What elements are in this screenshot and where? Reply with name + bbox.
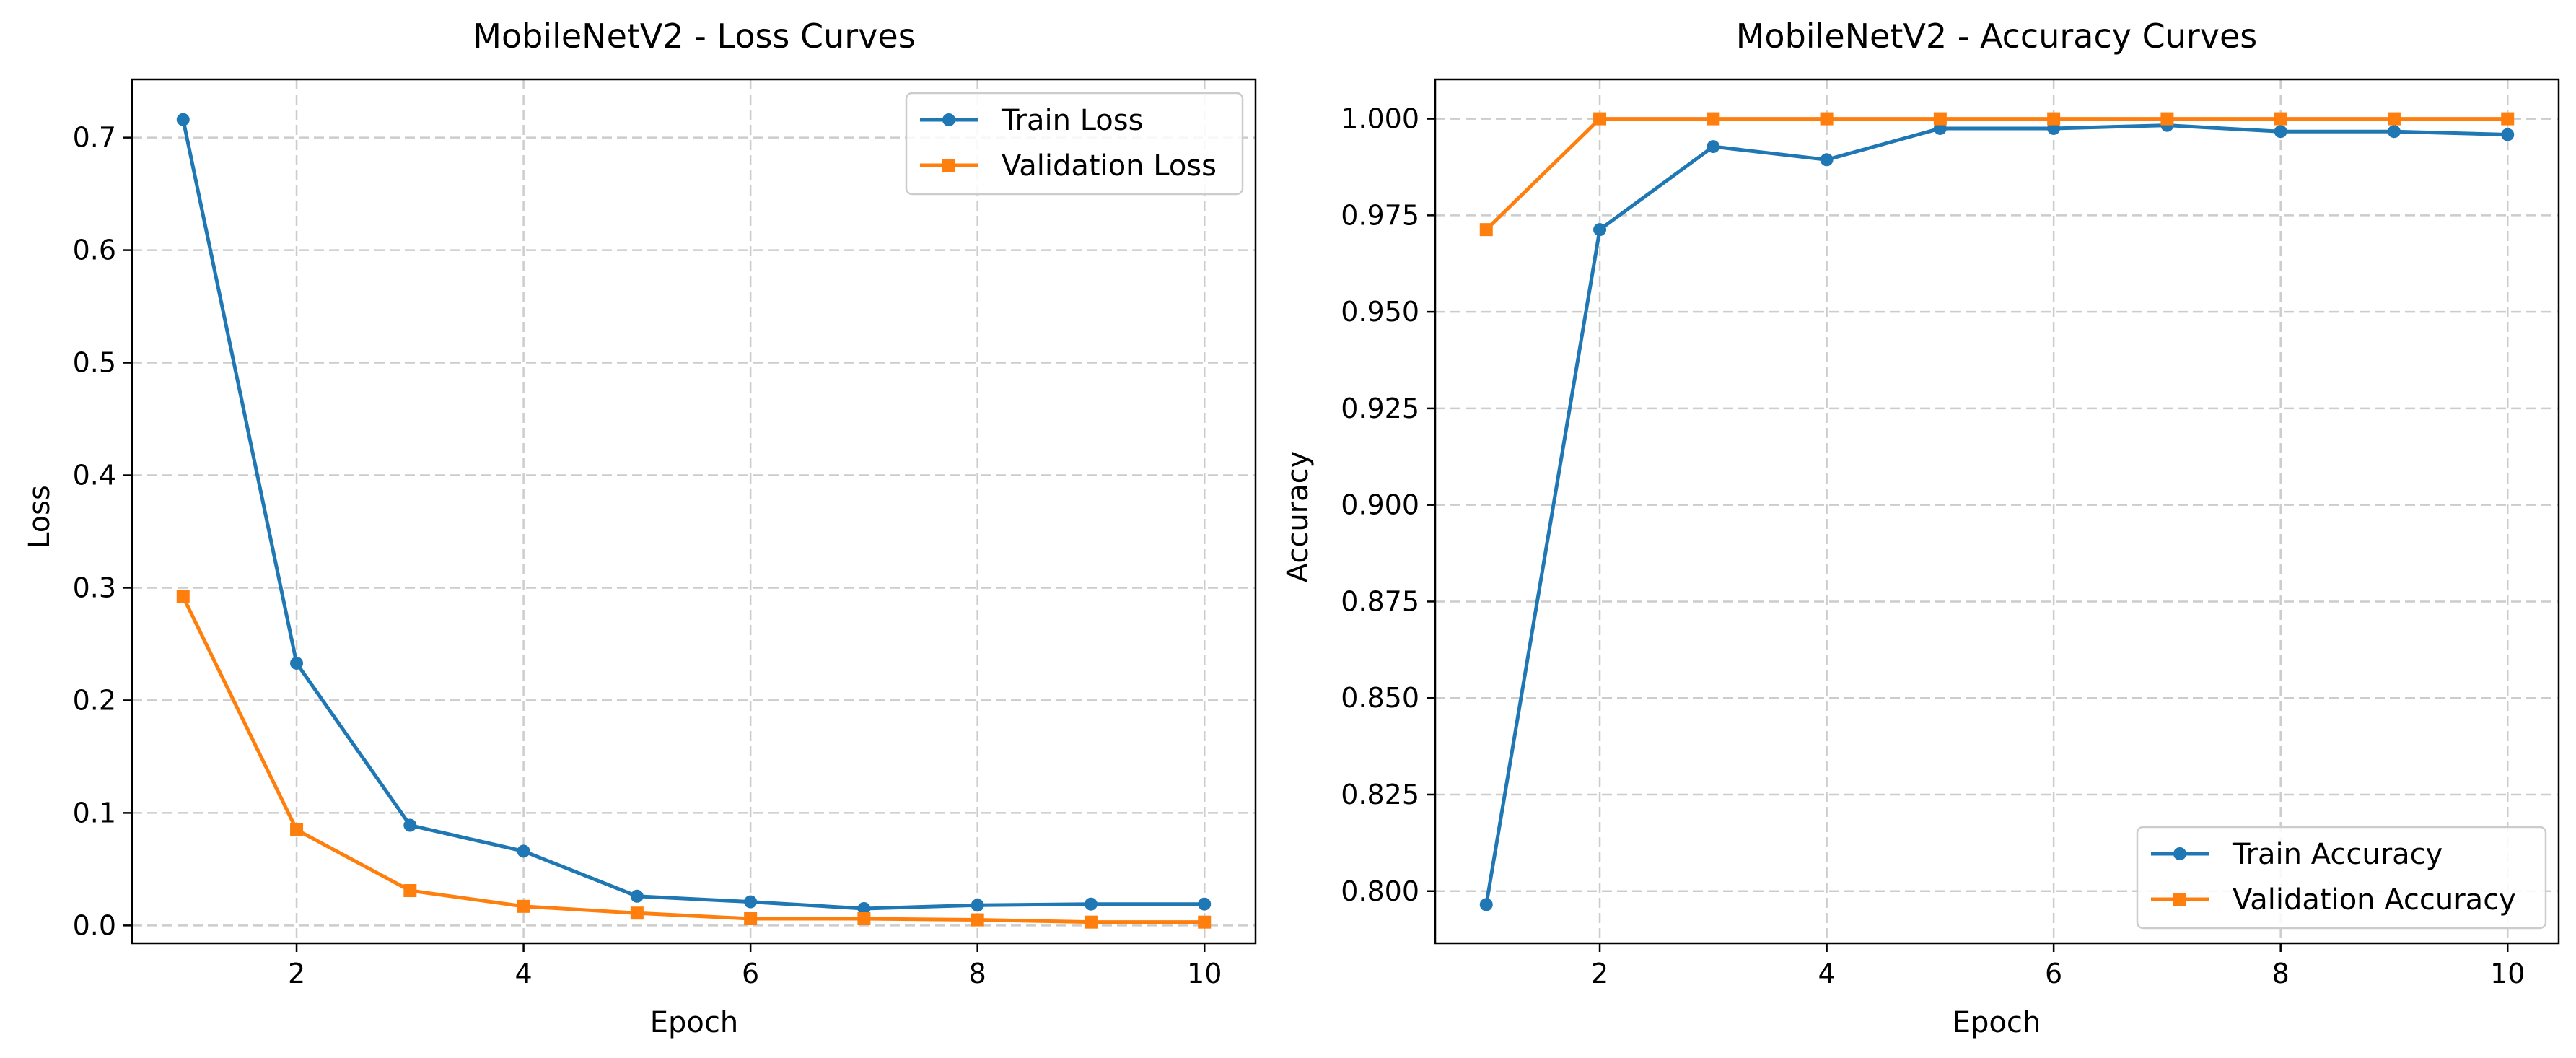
data-point-validation-loss <box>403 884 417 898</box>
x-axis-label: Epoch <box>1953 1006 2041 1039</box>
y-tick-label: 0.800 <box>1341 875 1419 907</box>
chart-title: MobileNetV2 - Accuracy Curves <box>1736 17 2258 56</box>
data-point-validation-accuracy <box>1933 112 1947 126</box>
y-tick-label: 1.000 <box>1341 103 1419 135</box>
legend-frame <box>2136 826 2547 930</box>
legend-label-validation-accuracy: Validation Accuracy <box>2233 883 2516 917</box>
loss-grid <box>132 79 1256 943</box>
data-point-train-accuracy <box>1820 153 1834 167</box>
x-tick-label: 6 <box>2045 958 2062 989</box>
x-tick-label: 8 <box>2272 958 2290 989</box>
y-tick-label: 0.7 <box>73 122 116 154</box>
data-point-validation-accuracy <box>1707 112 1720 126</box>
data-point-train-loss <box>517 844 530 858</box>
chart-title: MobileNetV2 - Loss Curves <box>473 17 915 56</box>
data-point-validation-accuracy <box>1479 223 1493 237</box>
loss-legend: Train Loss Validation Loss <box>905 92 1244 196</box>
loss-series <box>176 113 1212 929</box>
data-point-validation-accuracy <box>2387 112 2401 126</box>
data-point-validation-loss <box>857 912 871 926</box>
data-point-validation-loss <box>290 823 304 836</box>
data-point-train-loss <box>744 895 758 909</box>
y-tick-label: 0.900 <box>1341 489 1419 521</box>
data-point-train-loss <box>971 899 984 912</box>
x-tick-label: 6 <box>742 958 759 989</box>
data-point-train-accuracy <box>2387 125 2401 139</box>
legend-marker-train-loss <box>942 113 955 126</box>
data-point-validation-accuracy <box>2501 112 2515 126</box>
loss-plot-frame <box>131 78 1257 945</box>
legend-marker-validation-loss <box>942 159 955 172</box>
x-tick-label: 8 <box>969 958 986 989</box>
data-point-validation-accuracy <box>1820 112 1834 126</box>
data-point-train-accuracy <box>1479 898 1493 911</box>
y-tick-label: 0.950 <box>1341 296 1419 328</box>
data-point-validation-loss <box>517 899 530 913</box>
series-line-train-loss <box>181 119 1205 911</box>
data-point-validation-accuracy <box>2274 112 2287 126</box>
data-point-train-loss <box>290 656 304 670</box>
accuracy-chart: MobileNetV2 - Accuracy Curves Epoch Accu… <box>1282 17 2560 1039</box>
data-point-train-loss <box>630 889 644 903</box>
x-tick-label: 10 <box>2490 958 2525 989</box>
legend-marker-train-accuracy <box>2173 847 2186 860</box>
data-point-validation-loss <box>176 590 190 603</box>
x-tick-label: 2 <box>1591 958 1608 989</box>
legend-label-train-loss: Train Loss <box>1001 104 1143 137</box>
data-point-validation-accuracy <box>1593 112 1607 126</box>
legend-marker-validation-accuracy <box>2173 893 2186 906</box>
data-point-validation-loss <box>1198 915 1212 929</box>
data-point-validation-loss <box>744 912 758 926</box>
data-point-train-accuracy <box>1593 223 1607 237</box>
x-tick-label: 10 <box>1187 958 1222 989</box>
y-tick-label: 0.975 <box>1341 199 1419 231</box>
x-tick-label: 2 <box>288 958 305 989</box>
loss-ticks: 2 4 6 8 10 0.0 0.1 0.2 0.3 0.4 0.5 0.6 0.7 <box>73 122 1222 989</box>
data-point-validation-accuracy <box>2160 112 2174 126</box>
x-tick-label: 4 <box>514 958 532 989</box>
accuracy-legend: Train Accuracy Validation Accuracy <box>2136 826 2547 930</box>
legend-label-train-accuracy: Train Accuracy <box>2232 838 2443 871</box>
data-point-train-accuracy <box>2274 125 2287 139</box>
y-tick-label: 0.925 <box>1341 393 1419 424</box>
y-tick-label: 0.825 <box>1341 779 1419 810</box>
series-line-validation-accuracy <box>1485 117 2508 231</box>
accuracy-grid <box>1435 79 2559 943</box>
y-tick-label: 0.6 <box>73 235 116 266</box>
y-tick-label: 0.3 <box>73 572 116 603</box>
series-line-validation-loss <box>181 595 1205 924</box>
y-tick-label: 0.5 <box>73 347 116 379</box>
data-point-train-loss <box>1198 897 1212 911</box>
y-tick-label: 0.850 <box>1341 682 1419 714</box>
x-axis-label: Epoch <box>650 1006 738 1039</box>
accuracy-series <box>1479 112 2515 911</box>
data-point-validation-loss <box>630 906 644 920</box>
y-tick-label: 0.875 <box>1341 585 1419 617</box>
series-line-train-accuracy <box>1484 123 2508 905</box>
accuracy-plot-frame <box>1434 78 2560 945</box>
loss-chart: MobileNetV2 - Loss Curves Epoch Loss 2 4 6… <box>23 17 1257 1039</box>
data-point-train-accuracy <box>2501 128 2515 141</box>
data-point-validation-loss <box>971 913 984 927</box>
y-axis-label: Loss <box>23 485 56 548</box>
y-tick-label: 0.1 <box>73 797 116 829</box>
data-point-validation-accuracy <box>2047 112 2061 126</box>
legend-frame <box>905 92 1244 196</box>
y-axis-label: Accuracy <box>1282 451 1315 583</box>
x-tick-label: 4 <box>1818 958 1835 989</box>
legend-label-validation-loss: Validation Loss <box>1002 149 1217 183</box>
y-tick-label: 0.0 <box>73 909 116 941</box>
data-point-train-accuracy <box>1707 140 1720 154</box>
data-point-validation-loss <box>1084 915 1098 929</box>
data-point-train-loss <box>1084 897 1098 911</box>
accuracy-ticks: 2 4 6 8 10 0.800 0.825 0.850 0.875 0.900 0.925 0.95… <box>1341 103 2525 989</box>
y-tick-label: 0.4 <box>73 460 116 491</box>
data-point-train-loss <box>176 113 190 126</box>
data-point-train-loss <box>857 901 871 915</box>
y-tick-label: 0.2 <box>73 684 116 716</box>
data-point-train-loss <box>403 818 417 832</box>
